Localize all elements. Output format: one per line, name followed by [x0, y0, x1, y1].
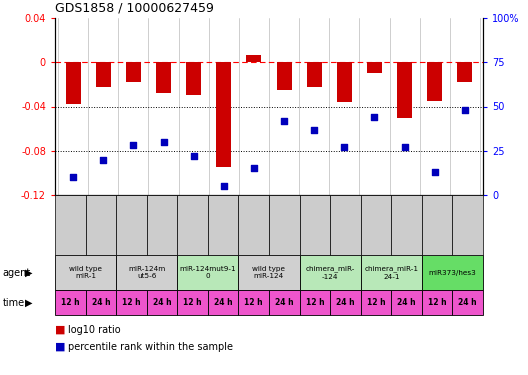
- Bar: [427, 62, 442, 101]
- Text: wild type
miR-1: wild type miR-1: [69, 266, 102, 279]
- Text: 24 h: 24 h: [275, 298, 294, 307]
- Text: 24 h: 24 h: [153, 298, 171, 307]
- Bar: [126, 62, 141, 82]
- Point: [69, 174, 77, 180]
- Text: 12 h: 12 h: [244, 298, 263, 307]
- Bar: [156, 62, 171, 93]
- Text: 12 h: 12 h: [366, 298, 385, 307]
- Text: ■: ■: [55, 325, 65, 335]
- Text: ▶: ▶: [25, 267, 33, 278]
- Text: miR-124mut9-1
0: miR-124mut9-1 0: [180, 266, 236, 279]
- Text: 12 h: 12 h: [122, 298, 141, 307]
- Text: percentile rank within the sample: percentile rank within the sample: [68, 342, 233, 352]
- Text: 12 h: 12 h: [183, 298, 202, 307]
- Text: log10 ratio: log10 ratio: [68, 325, 121, 335]
- Bar: [337, 62, 352, 102]
- Text: time: time: [3, 297, 25, 307]
- Text: 24 h: 24 h: [91, 298, 110, 307]
- Text: 24 h: 24 h: [336, 298, 355, 307]
- Point: [190, 153, 198, 159]
- Point: [220, 183, 228, 189]
- Text: 12 h: 12 h: [306, 298, 324, 307]
- Bar: [367, 62, 382, 74]
- Text: 24 h: 24 h: [214, 298, 232, 307]
- Bar: [96, 62, 111, 87]
- Text: wild type
miR-124: wild type miR-124: [252, 266, 286, 279]
- Bar: [397, 62, 412, 118]
- Text: 12 h: 12 h: [428, 298, 447, 307]
- Point: [280, 118, 288, 124]
- Text: 24 h: 24 h: [458, 298, 477, 307]
- Text: miR373/hes3: miR373/hes3: [429, 270, 476, 276]
- Point: [461, 107, 469, 113]
- Bar: [216, 62, 231, 167]
- Point: [400, 144, 409, 150]
- Bar: [65, 62, 81, 104]
- Point: [250, 165, 258, 171]
- Point: [370, 114, 379, 120]
- Text: chimera_miR-1
24-1: chimera_miR-1 24-1: [364, 266, 418, 280]
- Text: agent: agent: [3, 267, 31, 278]
- Bar: [457, 62, 473, 82]
- Bar: [247, 54, 261, 62]
- Bar: [307, 62, 322, 87]
- Bar: [186, 62, 201, 96]
- Text: GDS1858 / 10000627459: GDS1858 / 10000627459: [55, 1, 214, 14]
- Text: ▶: ▶: [25, 297, 33, 307]
- Text: miR-124m
ut5-6: miR-124m ut5-6: [128, 266, 165, 279]
- Text: 24 h: 24 h: [397, 298, 416, 307]
- Text: 12 h: 12 h: [61, 298, 80, 307]
- Point: [310, 126, 318, 132]
- Text: chimera_miR-
-124: chimera_miR- -124: [306, 266, 355, 280]
- Bar: [277, 62, 291, 90]
- Point: [159, 139, 168, 145]
- Point: [99, 157, 108, 163]
- Point: [430, 169, 439, 175]
- Text: ■: ■: [55, 342, 65, 352]
- Point: [340, 144, 348, 150]
- Point: [129, 142, 138, 148]
